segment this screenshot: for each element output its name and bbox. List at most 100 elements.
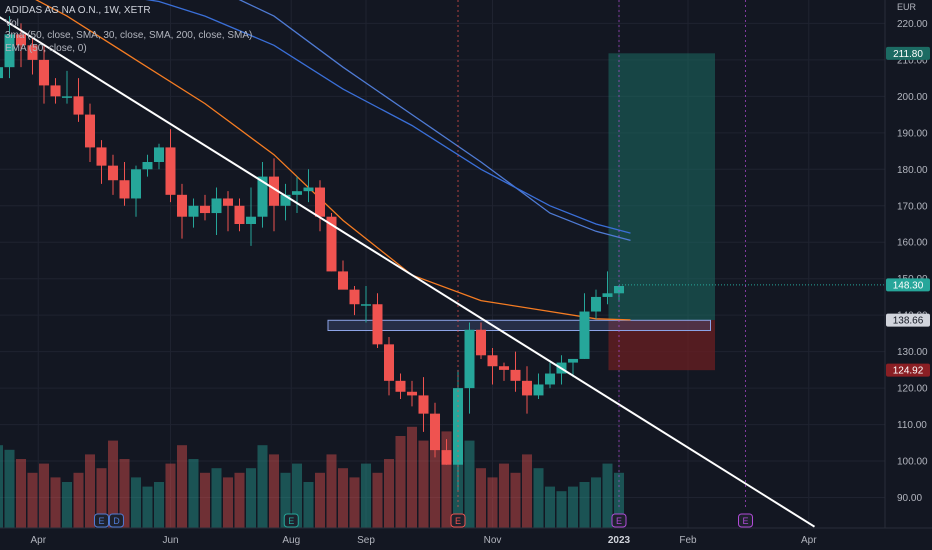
volume-bar <box>579 482 590 528</box>
candle-body <box>165 147 176 195</box>
volume-legend[interactable]: Vol <box>5 17 19 29</box>
earnings-marker[interactable]: E <box>738 513 753 528</box>
marker-letter: E <box>98 516 104 526</box>
candle-body <box>142 162 153 170</box>
candle-body <box>303 187 314 192</box>
volume-bar <box>85 454 95 528</box>
symbol-title[interactable]: ADIDAS AG NA O.N., 1W, XETR <box>5 5 151 16</box>
position-zones[interactable] <box>327 53 716 371</box>
sma-30-line <box>145 0 631 234</box>
volume-bar <box>269 454 279 528</box>
volume-bar <box>303 482 314 528</box>
volume-bar <box>430 449 440 528</box>
candle <box>62 70 72 104</box>
y-tick-label: 210.00 <box>897 55 928 66</box>
y-tick-label: 90.00 <box>897 493 922 504</box>
volume-bar <box>602 463 613 528</box>
candle <box>568 358 578 378</box>
volume-bar <box>200 472 210 528</box>
marker-letter: E <box>742 516 748 526</box>
candle <box>269 158 279 232</box>
target-zone[interactable] <box>608 53 716 321</box>
volume-bar <box>50 477 61 528</box>
candle-body <box>568 358 578 363</box>
candle-body <box>315 187 325 217</box>
stop-zone[interactable] <box>608 320 716 371</box>
x-tick-label: Apr <box>30 535 46 546</box>
candle-body <box>430 413 440 451</box>
y-tick-label: 100.00 <box>897 457 928 468</box>
candle <box>96 140 107 184</box>
volume-bar <box>73 472 84 528</box>
descending-trendline[interactable] <box>0 16 816 528</box>
candle-body <box>39 59 49 86</box>
volume-bar <box>407 426 417 528</box>
marker-box <box>108 513 124 528</box>
earnings-marker[interactable]: E <box>450 513 466 528</box>
price-label-last[interactable]: 148.30 <box>886 278 930 292</box>
candle <box>545 362 555 389</box>
candle-body <box>50 85 61 97</box>
candle <box>85 103 95 162</box>
candle <box>4 16 15 79</box>
volume-bar <box>545 486 555 528</box>
volume-bar <box>96 468 107 528</box>
price-label-stop[interactable]: 124.92 <box>886 363 930 377</box>
volume-bar <box>487 477 498 528</box>
candle <box>234 198 245 232</box>
candle-body <box>372 304 383 345</box>
volume-bar <box>556 491 567 528</box>
volume-bar <box>16 459 26 528</box>
candle-body <box>62 96 72 98</box>
sma-50-line <box>238 0 631 242</box>
chart-legend: ADIDAS AG NA O.N., 1W, XETR Vol 3ma (50,… <box>5 5 252 55</box>
candle <box>108 154 118 195</box>
candle <box>372 293 383 348</box>
candle <box>0 67 3 79</box>
entry-zone-rectangle[interactable] <box>327 319 711 331</box>
candle-body <box>96 147 107 166</box>
candle-body <box>407 391 417 396</box>
price-label-box <box>886 363 930 377</box>
time-axis[interactable]: Apr Jun Aug Sep Nov 2023 Feb Apr <box>0 527 932 546</box>
candle <box>338 260 348 290</box>
indicator-lines <box>35 0 885 321</box>
price-label-entry[interactable]: 138.66 <box>886 313 930 327</box>
candle <box>430 402 440 458</box>
volume-bar <box>27 472 38 528</box>
earnings-marker[interactable]: E <box>94 513 109 528</box>
x-tick-label: Apr <box>801 535 817 546</box>
ma-legend[interactable]: 3ma (50, close, SMA, 30, close, SMA, 200… <box>5 30 253 42</box>
candle <box>280 183 291 221</box>
candle <box>154 143 164 170</box>
candle-body <box>614 286 624 294</box>
volume-bar <box>154 482 164 528</box>
candle <box>361 286 371 323</box>
volume-bar <box>441 431 452 528</box>
candle <box>142 154 153 177</box>
trendline-drawing[interactable] <box>0 16 816 528</box>
candle-body <box>16 34 26 46</box>
price-label-text: 211.80 <box>893 49 923 60</box>
price-axis[interactable]: 90.00100.00110.00120.00130.00140.00150.0… <box>884 0 930 528</box>
earnings-marker[interactable]: E <box>283 513 299 528</box>
candle <box>200 194 210 221</box>
price-label-target[interactable]: 211.80 <box>886 46 930 60</box>
candle-body <box>154 147 164 162</box>
candle-body <box>361 304 371 306</box>
x-tick-label: Feb <box>679 535 697 546</box>
volume-bar <box>280 472 291 528</box>
earnings-marker[interactable]: D <box>108 513 124 528</box>
volume-bar <box>326 454 337 528</box>
volume-bar <box>131 477 141 528</box>
volume-bar <box>384 459 394 528</box>
volume-bar <box>211 468 222 528</box>
volume-bar <box>0 445 3 528</box>
marker-box <box>450 513 466 528</box>
volume-bar <box>223 477 233 528</box>
ema-legend[interactable]: EMA (50, close, 0) <box>5 42 87 54</box>
candle-body <box>211 198 222 214</box>
earnings-marker[interactable]: E <box>611 513 627 528</box>
y-tick-label: 120.00 <box>897 384 928 395</box>
